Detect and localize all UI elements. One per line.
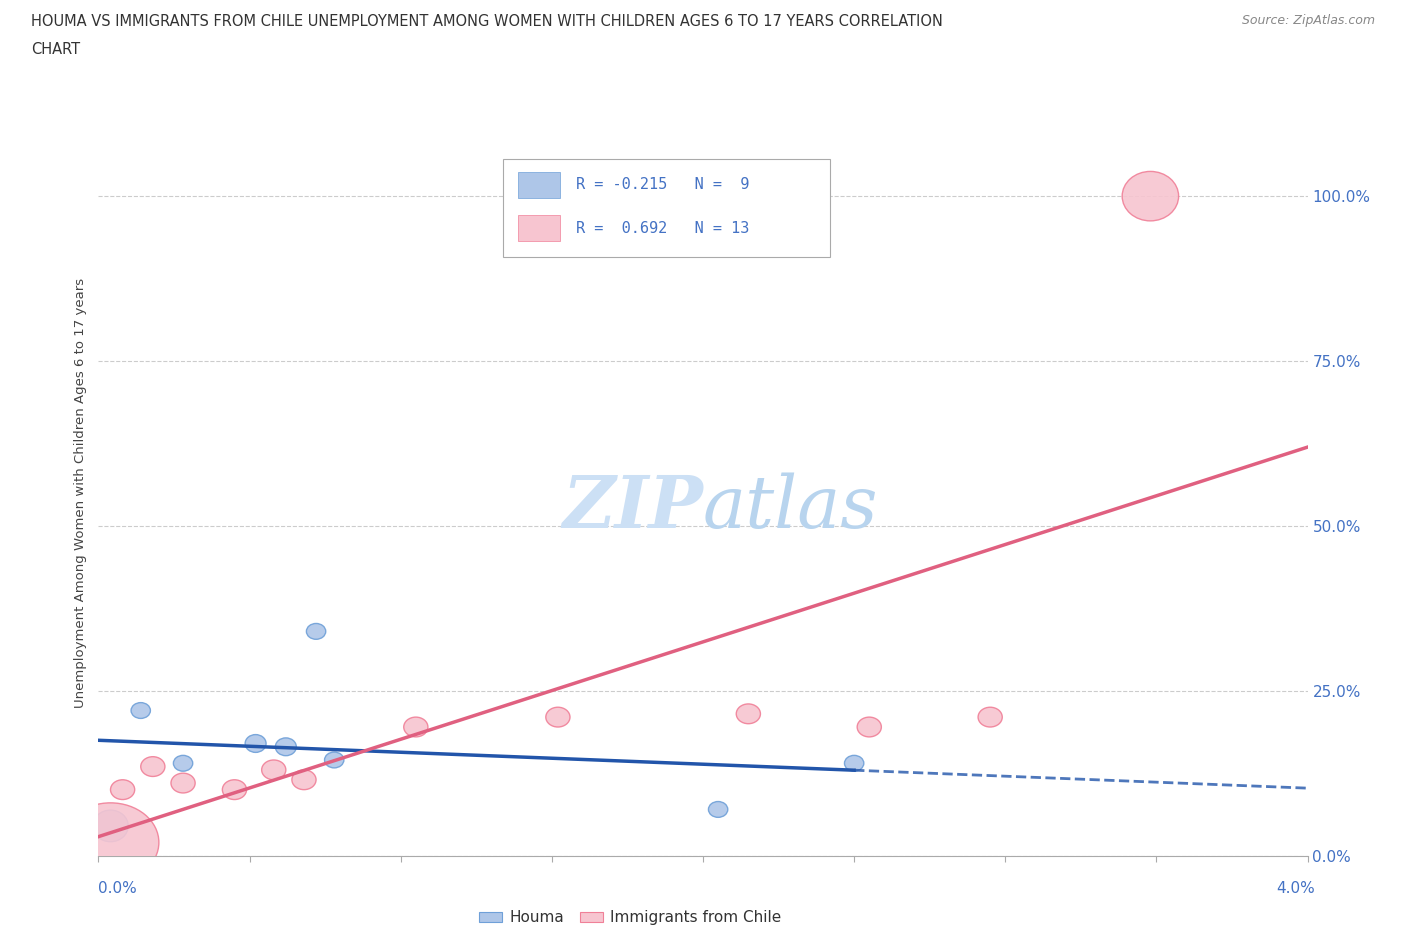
- Ellipse shape: [93, 810, 128, 842]
- Ellipse shape: [737, 704, 761, 724]
- Ellipse shape: [172, 773, 195, 793]
- FancyBboxPatch shape: [503, 159, 830, 258]
- Text: R =  0.692   N = 13: R = 0.692 N = 13: [576, 220, 749, 235]
- Ellipse shape: [709, 802, 728, 817]
- Ellipse shape: [245, 735, 266, 752]
- Ellipse shape: [173, 755, 193, 771]
- Text: CHART: CHART: [31, 42, 80, 57]
- Ellipse shape: [141, 757, 165, 777]
- Ellipse shape: [845, 755, 863, 771]
- Ellipse shape: [404, 717, 427, 737]
- Ellipse shape: [111, 779, 135, 800]
- Ellipse shape: [276, 737, 297, 756]
- Text: R = -0.215   N =  9: R = -0.215 N = 9: [576, 177, 749, 193]
- Text: ZIP: ZIP: [562, 472, 703, 543]
- Ellipse shape: [546, 707, 569, 727]
- Ellipse shape: [62, 803, 159, 882]
- Ellipse shape: [858, 717, 882, 737]
- Ellipse shape: [1122, 171, 1178, 221]
- Ellipse shape: [262, 760, 285, 779]
- Ellipse shape: [222, 779, 246, 800]
- Text: 4.0%: 4.0%: [1275, 881, 1315, 896]
- Ellipse shape: [979, 707, 1002, 727]
- FancyBboxPatch shape: [517, 215, 561, 241]
- Ellipse shape: [325, 752, 344, 768]
- Y-axis label: Unemployment Among Women with Children Ages 6 to 17 years: Unemployment Among Women with Children A…: [75, 278, 87, 708]
- Legend: Houma, Immigrants from Chile: Houma, Immigrants from Chile: [474, 904, 787, 930]
- Text: 0.0%: 0.0%: [98, 881, 138, 896]
- Text: atlas: atlas: [703, 472, 879, 543]
- FancyBboxPatch shape: [517, 171, 561, 198]
- Ellipse shape: [292, 770, 316, 790]
- Text: HOUMA VS IMMIGRANTS FROM CHILE UNEMPLOYMENT AMONG WOMEN WITH CHILDREN AGES 6 TO : HOUMA VS IMMIGRANTS FROM CHILE UNEMPLOYM…: [31, 14, 943, 29]
- Ellipse shape: [131, 702, 150, 719]
- Ellipse shape: [307, 623, 326, 639]
- Text: Source: ZipAtlas.com: Source: ZipAtlas.com: [1241, 14, 1375, 27]
